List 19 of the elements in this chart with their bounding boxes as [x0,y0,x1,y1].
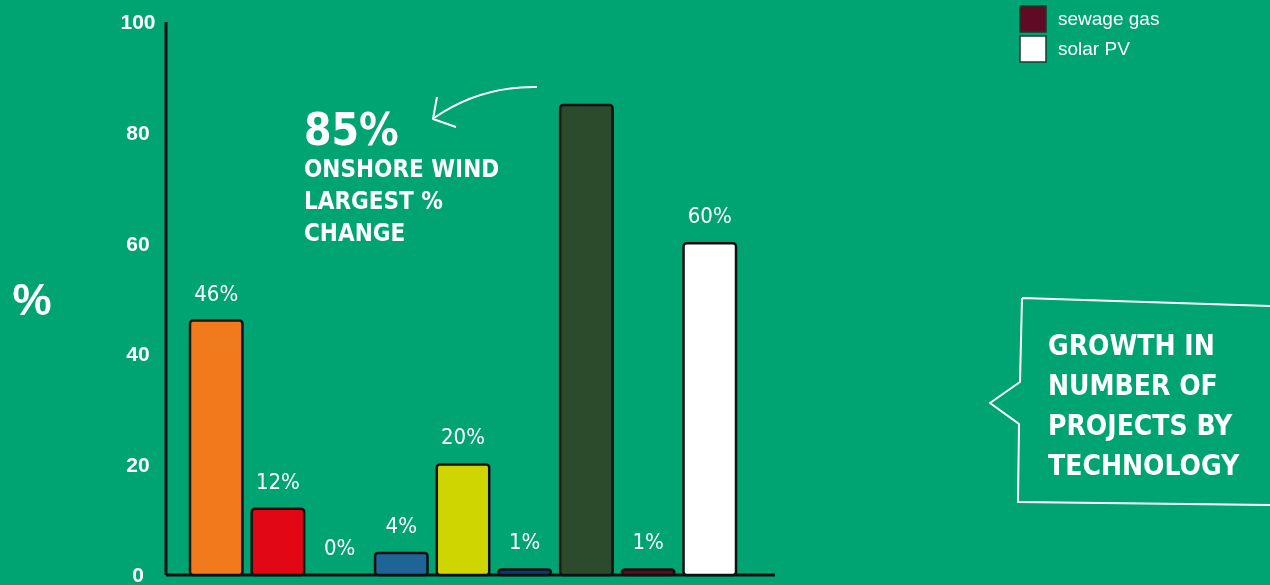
data-label: 60% [687,203,732,229]
data-label: 1% [632,529,664,555]
legend-label: solar PV [1058,38,1131,59]
y-tick-label: 20 [126,452,150,476]
data-label: 0% [323,535,356,560]
y-tick-label: 100 [120,10,156,34]
data-label: 20% [441,424,485,450]
data-label: 1% [508,529,541,555]
legend-label: sewage gas [1058,8,1160,29]
data-label: 4% [385,512,418,538]
data-label: 12% [255,468,300,494]
y-tick-label: 40 [126,342,150,366]
text: GROWTH IN NUMBER OF PROJECTS BY TECHNOLOGY [1048,329,1240,482]
annotation: 85% ONSHORE WIND LARGEST % CHANGE [304,104,500,247]
y-axis-title: % [12,275,52,324]
y-tick-label: 60 [126,231,150,255]
y-tick-label: 80 [126,120,150,144]
y-tick-label: 0 [132,563,144,585]
data-label: 46% [194,280,239,306]
